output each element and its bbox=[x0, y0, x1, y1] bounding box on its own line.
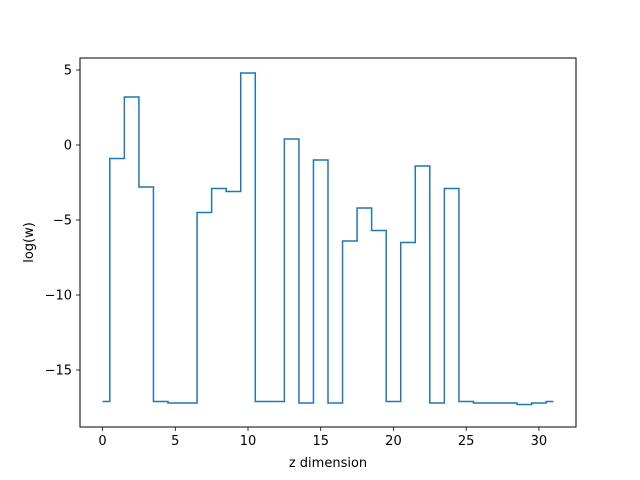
x-axis-label: z dimension bbox=[289, 456, 367, 471]
x-tick-label: 10 bbox=[240, 434, 257, 449]
x-tick-label: 25 bbox=[458, 434, 475, 449]
y-tick-label: −10 bbox=[45, 289, 72, 304]
x-tick-label: 30 bbox=[531, 434, 548, 449]
axes-frame bbox=[79, 57, 577, 428]
y-axis-ticks: 5 0 −5 −10 −15 bbox=[45, 64, 80, 379]
x-axis-ticks: 0 5 10 15 20 25 30 bbox=[98, 427, 547, 449]
y-tick-label: −15 bbox=[45, 364, 72, 379]
y-tick-label: 5 bbox=[64, 64, 72, 79]
y-tick-label: −5 bbox=[53, 214, 72, 229]
series-line-0 bbox=[102, 72, 554, 406]
y-axis-label: log(w) bbox=[22, 222, 37, 263]
y-tick-label: 0 bbox=[64, 139, 72, 154]
x-tick-label: 5 bbox=[171, 434, 179, 449]
plot-area bbox=[102, 72, 554, 406]
x-tick-label: 20 bbox=[385, 434, 402, 449]
x-tick-label: 15 bbox=[312, 434, 329, 449]
x-tick-label: 0 bbox=[98, 434, 106, 449]
